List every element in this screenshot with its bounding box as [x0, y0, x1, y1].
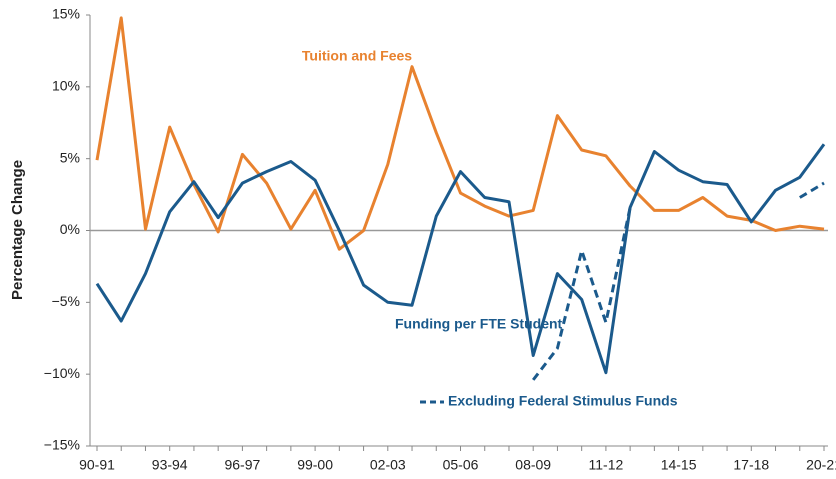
x-tick-label: 14-15 — [661, 457, 697, 473]
y-tick-label: 0% — [60, 221, 80, 237]
series-label: Tuition and Fees — [302, 48, 412, 64]
series-line — [532, 181, 825, 381]
y-axis-label: Percentage Change — [9, 160, 26, 300]
series-line — [95, 143, 826, 375]
x-tick-label: 93-94 — [152, 457, 188, 473]
series-label: Funding per FTE Student — [395, 316, 563, 332]
y-tick-label: 10% — [52, 78, 80, 94]
y-tick-label: −10% — [44, 365, 80, 381]
y-tick-label: 5% — [60, 149, 80, 165]
x-tick-label: 90-91 — [79, 457, 115, 473]
x-tick-label: 05-06 — [443, 457, 479, 473]
x-tick-label: 02-03 — [370, 457, 406, 473]
x-tick-label: 96-97 — [224, 457, 260, 473]
series-label: Excluding Federal Stimulus Funds — [448, 393, 678, 409]
x-tick-label: 99-00 — [297, 457, 333, 473]
x-tick-label: 08-09 — [515, 457, 551, 473]
series-line — [95, 16, 825, 251]
y-tick-label: −5% — [52, 293, 80, 309]
y-tick-label: 15% — [52, 6, 80, 22]
x-tick-label: 11-12 — [589, 457, 624, 473]
y-tick-label: −15% — [44, 437, 80, 453]
x-tick-label: 20-21 — [806, 457, 836, 473]
x-tick-label: 17-18 — [733, 457, 769, 473]
